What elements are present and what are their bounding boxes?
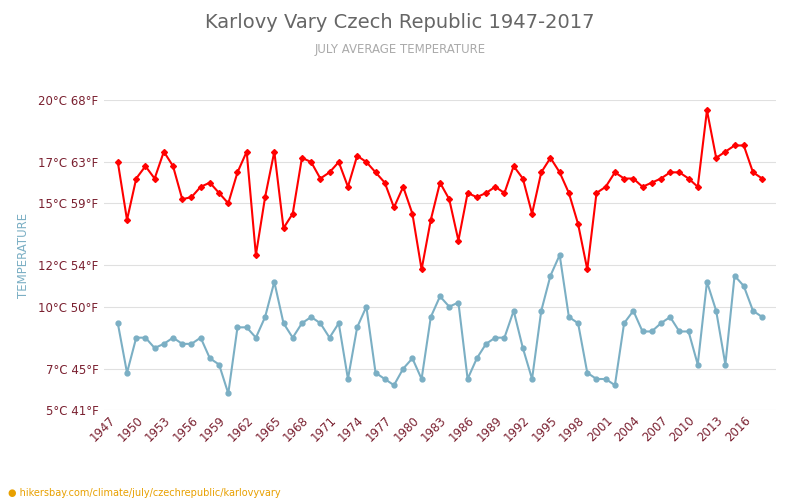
NIGHT [509, 308, 518, 314]
Line: NIGHT: NIGHT [115, 252, 765, 396]
Text: Karlovy Vary Czech Republic 1947-2017: Karlovy Vary Czech Republic 1947-2017 [206, 12, 594, 32]
NIGHT [131, 334, 141, 340]
DAY [435, 180, 445, 186]
NIGHT [223, 390, 233, 396]
DAY [113, 159, 122, 165]
Y-axis label: TEMPERATURE: TEMPERATURE [17, 212, 30, 298]
DAY [509, 163, 518, 169]
DAY [758, 176, 767, 182]
NIGHT [113, 320, 122, 326]
DAY [131, 176, 141, 182]
DAY [702, 108, 712, 114]
Text: ● hikersbay.com/climate/july/czechrepublic/karlovyvary: ● hikersbay.com/climate/july/czechrepubl… [8, 488, 281, 498]
DAY [417, 266, 426, 272]
Line: DAY: DAY [116, 108, 764, 272]
NIGHT [711, 308, 721, 314]
NIGHT [555, 252, 565, 258]
NIGHT [758, 314, 767, 320]
Legend: NIGHT, DAY: NIGHT, DAY [356, 498, 524, 500]
NIGHT [205, 356, 214, 362]
DAY [205, 180, 214, 186]
DAY [739, 142, 749, 148]
DAY [711, 155, 721, 161]
NIGHT [435, 294, 445, 300]
NIGHT [739, 283, 749, 289]
Text: JULY AVERAGE TEMPERATURE: JULY AVERAGE TEMPERATURE [314, 42, 486, 56]
